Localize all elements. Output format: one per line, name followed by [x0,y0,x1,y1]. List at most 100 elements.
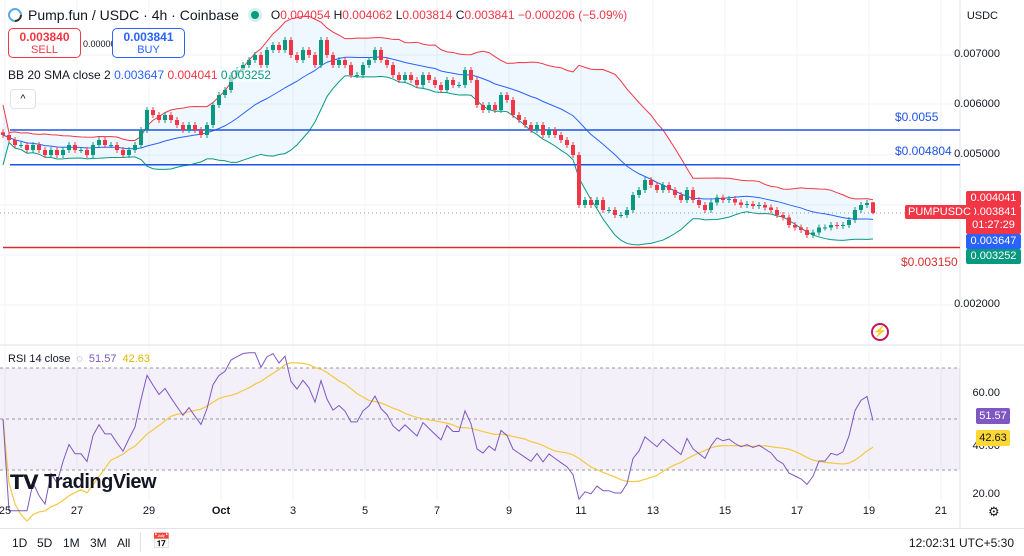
candle [523,117,527,128]
time-tick: 25 [0,505,12,517]
candle [43,147,47,158]
time-tick: 7 [433,505,441,517]
candle [481,102,485,113]
ohlc-values: O0.004054 H0.004062 L0.003814 C0.003841 … [271,8,627,22]
candle [529,122,533,133]
candle [583,197,587,208]
rsi-legend[interactable]: RSI 14 close ◌ 51.57 42.63 [8,353,150,365]
candle-body [475,80,479,105]
candle-body [715,197,719,203]
candle [763,202,767,211]
sell-button[interactable]: 0.003840 SELL [8,28,81,58]
candle-body [379,50,383,60]
candle [841,222,845,229]
candle [19,142,23,148]
tradingview-logo[interactable]: 𝗧𝗩 TradingView [10,470,157,495]
candle-body [829,225,833,228]
candle [631,192,635,213]
open-value: 0.004054 [280,8,331,22]
candle-body [103,140,107,145]
candle-body [481,105,485,110]
candle-body [487,105,491,110]
candle [811,229,815,238]
range-5d[interactable]: 5D [37,536,53,550]
candle-body [385,60,389,65]
range-1d[interactable]: 1D [12,536,28,550]
candle [733,196,737,206]
currency-label[interactable]: USDC [966,10,998,22]
bb-legend[interactable]: BB 20 SMA close 2 0.003647 0.004041 0.00… [8,68,271,82]
candle [193,122,197,133]
candle [871,201,875,215]
candle-body [469,70,473,80]
hline-label: $0.004804 [895,144,952,158]
candle-body [151,110,155,115]
settings-icon[interactable]: ⚙ [988,504,1000,519]
range-all[interactable]: All [117,536,131,550]
candle-body [793,225,797,228]
candle-body [109,145,113,146]
candle-body [559,135,563,140]
candle [655,182,659,193]
candle-body [349,65,353,75]
time-tick: Oct [211,505,231,517]
horizontal-lines [0,129,960,249]
candle [559,132,563,143]
candle-body [553,130,557,135]
candle [187,122,191,133]
rsi-tick: 20.00 [972,488,1000,500]
candle [13,137,17,148]
bb-upper-value: 0.004041 [167,68,218,82]
candles [1,37,875,238]
candle [301,47,305,63]
candle-body [601,200,605,210]
candle-body [523,120,527,125]
candle [79,147,83,153]
candle-body [43,150,47,155]
candle [91,142,95,158]
buy-button[interactable]: 0.003841 BUY [112,28,185,58]
candle [31,142,35,153]
candle-body [727,199,731,200]
spread-value: 0.000001 [83,39,121,49]
candle [109,142,113,148]
candle [103,137,107,148]
candle [289,37,293,58]
candle [595,197,599,208]
open-label: O [270,8,281,22]
candle [439,82,443,93]
candle-body [835,225,839,226]
calendar-goto-icon[interactable]: 📅 [152,533,171,550]
flash-icon[interactable]: ⚡ [871,323,889,341]
candle [259,52,263,68]
candle [283,37,287,53]
chevron-up-icon: ^ [20,93,26,105]
candle-body [343,60,347,65]
symbol-title[interactable]: Pump.fun / USDC · 4h · Coinbase [28,7,239,23]
candle-body [223,90,227,95]
candle [97,137,101,148]
buy-label: BUY [137,44,160,56]
candle [703,202,707,213]
candle [793,222,797,231]
candle-body [217,95,221,105]
range-1m[interactable]: 1M [63,536,80,550]
symbol-logo-icon [5,5,25,25]
candle [367,57,371,68]
candle-body [433,80,437,85]
hline-label: $0.0055 [895,110,939,124]
candle-body [439,85,443,90]
candle [199,127,203,138]
candle [511,97,515,118]
candle-body [421,75,425,85]
candle [313,52,317,68]
candle-body [355,75,359,76]
candle [337,57,341,68]
candle-body [283,40,287,50]
collapse-legend-button[interactable]: ^ [10,89,36,109]
range-3m[interactable]: 3M [90,536,107,550]
last-price: 0.003841 [970,206,1017,218]
candle [565,137,569,148]
candle [121,147,125,158]
